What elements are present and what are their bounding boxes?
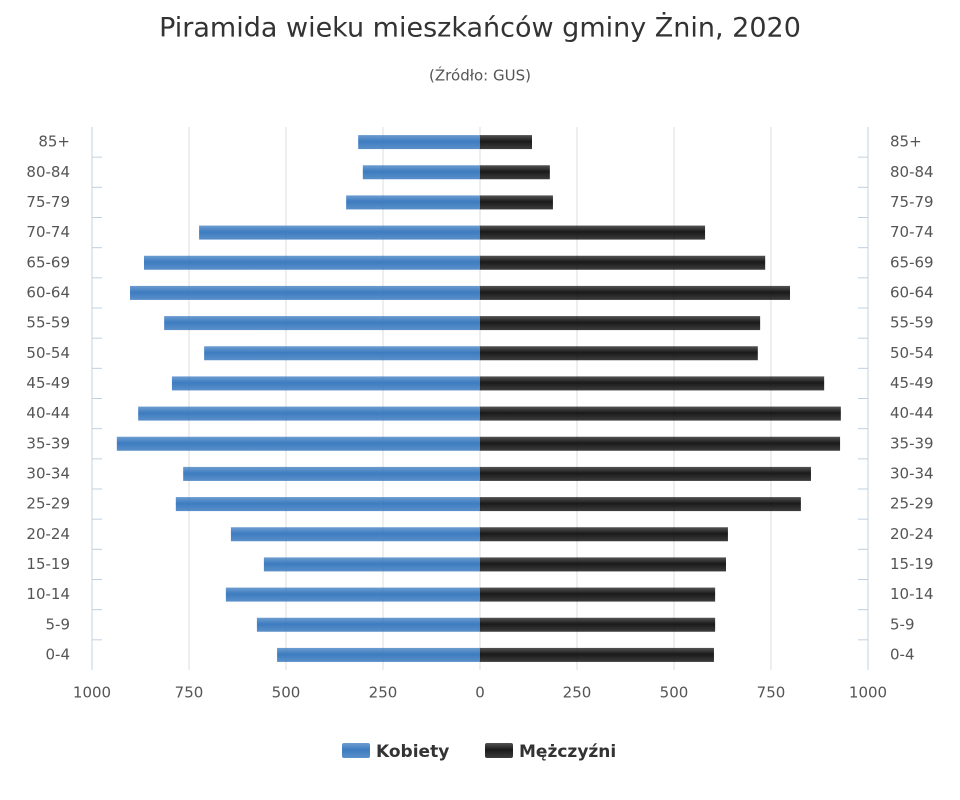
bar <box>277 647 480 662</box>
y-tick-label-right: 85+ <box>890 133 922 151</box>
y-tick-label: 0-4 <box>46 645 71 663</box>
legend-label: Mężczyźni <box>519 742 616 762</box>
y-tick-label: 20-24 <box>26 525 70 543</box>
y-tick-label: 10-14 <box>26 585 70 603</box>
y-tick-label: 45-49 <box>26 374 70 392</box>
bar <box>183 466 480 481</box>
y-tick-label: 70-74 <box>26 223 70 241</box>
y-tick-label-right: 25-29 <box>890 495 934 513</box>
y-tick-label: 40-44 <box>26 404 70 422</box>
bar <box>362 165 480 180</box>
bar <box>480 587 716 602</box>
y-tick-label-right: 75-79 <box>890 193 934 211</box>
bar <box>480 497 801 512</box>
bar <box>263 557 480 572</box>
y-tick-label: 75-79 <box>26 193 70 211</box>
bar <box>175 497 481 512</box>
bar <box>480 557 726 572</box>
y-tick-label-right: 40-44 <box>890 404 934 422</box>
bar <box>480 617 716 632</box>
legend-label: Kobiety <box>376 742 449 762</box>
bar <box>480 225 706 240</box>
legend-swatch <box>485 743 513 758</box>
bar <box>143 255 480 270</box>
y-tick-label: 15-19 <box>26 555 70 573</box>
x-tick-label: 500 <box>272 684 301 702</box>
y-tick-label-right: 45-49 <box>890 374 934 392</box>
x-tick-label: 1000 <box>73 684 111 702</box>
bar <box>116 436 480 451</box>
bar <box>130 285 481 300</box>
bar <box>480 195 553 210</box>
bar <box>164 316 480 331</box>
y-tick-label: 30-34 <box>26 464 70 482</box>
bar <box>199 225 480 240</box>
y-tick-label: 85+ <box>38 133 70 151</box>
x-tick-label: 250 <box>563 684 592 702</box>
bar <box>256 617 480 632</box>
bar <box>480 285 791 300</box>
y-tick-label: 5-9 <box>46 615 71 633</box>
bar <box>480 527 728 542</box>
bar <box>204 346 480 361</box>
y-tick-label: 25-29 <box>26 495 70 513</box>
bar <box>480 165 550 180</box>
bar <box>480 135 532 150</box>
y-tick-label-right: 0-4 <box>890 645 915 663</box>
bar <box>480 316 761 331</box>
y-tick-label: 35-39 <box>26 434 70 452</box>
y-tick-label-right: 35-39 <box>890 434 934 452</box>
y-tick-label-right: 20-24 <box>890 525 934 543</box>
x-tick-label: 250 <box>369 684 398 702</box>
bar <box>171 376 481 391</box>
bar <box>480 647 714 662</box>
bar <box>480 466 811 481</box>
chart-title: Piramida wieku mieszkańców gminy Żnin, 2… <box>159 12 801 44</box>
y-tick-label: 65-69 <box>26 253 70 271</box>
x-tick-label: 500 <box>660 684 689 702</box>
bar <box>480 406 841 421</box>
bar <box>480 255 766 270</box>
legend-swatch <box>342 743 370 758</box>
y-tick-label-right: 80-84 <box>890 163 934 181</box>
x-tick-label: 750 <box>175 684 204 702</box>
y-tick-label: 80-84 <box>26 163 70 181</box>
bar <box>225 587 480 602</box>
y-tick-label-right: 15-19 <box>890 555 934 573</box>
y-tick-label-right: 55-59 <box>890 314 934 332</box>
x-tick-label: 1000 <box>849 684 887 702</box>
chart-subtitle: (Źródło: GUS) <box>429 66 531 85</box>
y-tick-label-right: 65-69 <box>890 253 934 271</box>
y-tick-label-right: 60-64 <box>890 283 934 301</box>
bar <box>480 376 825 391</box>
y-tick-label-right: 10-14 <box>890 585 934 603</box>
bar <box>138 406 480 421</box>
y-tick-label-right: 70-74 <box>890 223 934 241</box>
x-tick-label: 0 <box>475 684 485 702</box>
bar <box>346 195 480 210</box>
y-tick-label-right: 30-34 <box>890 464 934 482</box>
bar <box>480 346 758 361</box>
y-tick-label-right: 5-9 <box>890 615 915 633</box>
y-tick-label: 60-64 <box>26 283 70 301</box>
bar <box>480 436 841 451</box>
y-tick-label-right: 50-54 <box>890 344 934 362</box>
y-tick-label: 50-54 <box>26 344 70 362</box>
y-tick-label: 55-59 <box>26 314 70 332</box>
bar <box>230 527 480 542</box>
x-tick-label: 750 <box>757 684 786 702</box>
bar <box>358 135 480 150</box>
